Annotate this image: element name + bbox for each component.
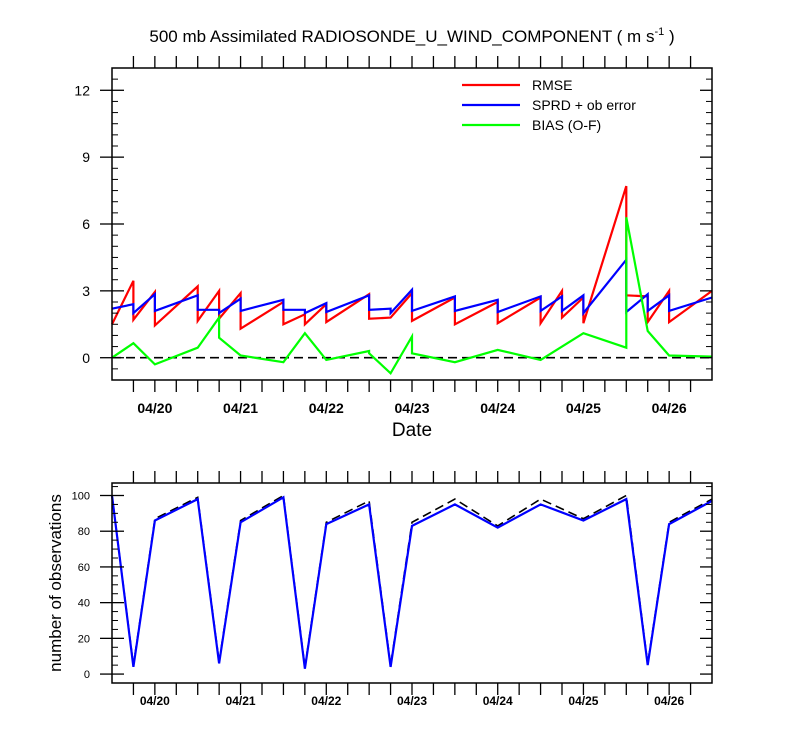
- obs-x-tick-label: 04/21: [226, 694, 256, 708]
- obs-y-tick-label: 40: [78, 598, 90, 610]
- rmse-x-tick-label: 04/24: [480, 400, 515, 416]
- obs-x-tick-label: 04/25: [568, 694, 598, 708]
- rmse-panel-series: [111, 185, 713, 376]
- rmse-x-tick-label: 04/20: [137, 400, 172, 416]
- chart-title-units-exponent: -1: [654, 26, 664, 38]
- obs-y-tick-label: 80: [78, 526, 90, 538]
- rmse-y-tick-label: 9: [82, 149, 90, 165]
- obs-x-tick-label: 04/23: [397, 694, 427, 708]
- rmse-y-tick-label: 6: [82, 216, 90, 232]
- rmse-x-tick-label: 04/22: [309, 400, 344, 416]
- rmse-series-line-3: [111, 217, 713, 376]
- rmse-series-line-2: [111, 256, 713, 317]
- rmse-y-tick-label: 0: [82, 350, 90, 366]
- chart-title-close: ): [664, 27, 674, 46]
- obs-y-tick-label: 0: [84, 669, 90, 681]
- observations-panel-axes: 0 20 40 60 80 100 04/20 04/21 04/22 04/23 04/24 04/…: [72, 471, 713, 708]
- obs-series-line-2: [110, 495, 713, 669]
- rmse-x-tick-label: 04/23: [394, 400, 429, 416]
- rmse-x-tick-label: 04/26: [652, 400, 687, 416]
- rmse-panel: 0 3 6 9 12 04/20 04/21 04/22 04/23 04/24 04/25 04/2…: [74, 56, 713, 416]
- observations-panel-series: [110, 494, 713, 669]
- obs-y-tick-label: 100: [72, 490, 90, 502]
- obs-x-tick-label: 04/26: [654, 694, 684, 708]
- y-axis-label-observations: number of observations: [46, 494, 65, 672]
- obs-y-tick-label: 20: [78, 633, 90, 645]
- chart-title: 500 mb Assimilated RADIOSONDE_U_WIND_COM…: [149, 26, 674, 46]
- rmse-x-tick-label: 04/25: [566, 400, 601, 416]
- rmse-plot-frame: [111, 67, 713, 381]
- x-axis-label: Date: [392, 420, 432, 441]
- legend: RMSE SPRD + ob error BIAS (O-F): [462, 77, 636, 133]
- obs-x-tick-label: 04/24: [483, 694, 513, 708]
- rmse-y-tick-label: 12: [74, 82, 90, 98]
- obs-x-tick-label: 04/22: [311, 694, 341, 708]
- rmse-x-tick-label: 04/21: [223, 400, 258, 416]
- obs-x-tick-label: 04/20: [140, 694, 170, 708]
- legend-label-1: RMSE: [532, 77, 572, 93]
- observations-panel: 0 20 40 60 80 100 04/20 04/21 04/22 04/23 04/24 04/…: [72, 471, 713, 708]
- chart-title-main: 500 mb Assimilated RADIOSONDE_U_WIND_COM…: [149, 27, 654, 46]
- obs-series-line-1: [111, 494, 713, 668]
- obs-y-tick-label: 60: [78, 562, 90, 574]
- legend-label-3: BIAS (O-F): [532, 117, 601, 133]
- rmse-panel-axes: 0 3 6 9 12 04/20 04/21 04/22 04/23 04/24 04/25 04/2…: [74, 56, 713, 416]
- rmse-y-tick-label: 3: [82, 283, 90, 299]
- obs-plot-frame: [111, 482, 713, 684]
- legend-label-2: SPRD + ob error: [532, 97, 636, 113]
